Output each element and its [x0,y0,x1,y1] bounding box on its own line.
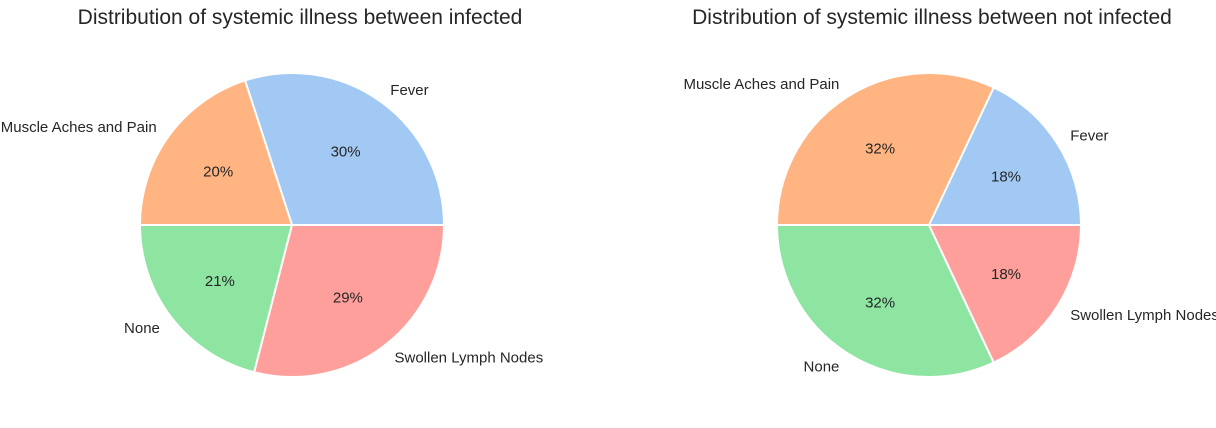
pie-not-infected-label-fever: Fever [1070,128,1108,145]
pie-not-infected-slice-muscle-aches-and-pain [776,72,995,226]
pie-not-infected-pct-swollen-lymph-nodes: 18% [991,266,1021,283]
pie-not-infected-pct-fever: 18% [991,168,1021,185]
pie-infected-pct-fever: 30% [331,143,361,160]
pie-not-infected-label-swollen-lymph-nodes: Swollen Lymph Nodes [1070,307,1216,324]
pie-infected-slice-swollen-lymph-nodes [253,224,445,378]
pie-infected-slice-fever [244,72,445,226]
pie-infected-pct-swollen-lymph-nodes: 29% [333,289,363,306]
pie-infected-pct-none: 21% [205,273,235,290]
pie-not-infected-slice-swollen-lymph-nodes [928,224,1082,364]
pie-not-infected-slice-none [776,224,995,378]
pie-not-infected-pct-none: 32% [865,294,895,311]
pie-not-infected-pct-muscle-aches-and-pain: 32% [865,140,895,157]
pie-infected-slice-none [139,224,293,374]
pie-not-infected-slice-fever [928,86,1082,226]
pie-infected-label-muscle-aches-and-pain: Muscle Aches and Pain [1,119,157,136]
pie-infected-slice-muscle-aches-and-pain [139,79,293,226]
chart-title-not-infected: Distribution of systemic illness between… [692,6,1172,29]
pie-not-infected-label-muscle-aches-and-pain: Muscle Aches and Pain [683,76,839,93]
pie-infected-label-none: None [124,320,160,337]
pie-infected-pct-muscle-aches-and-pain: 20% [203,164,233,181]
chart-title-infected: Distribution of systemic illness between… [77,6,523,29]
pie-not-infected-label-none: None [804,358,840,375]
pie-infected-label-fever: Fever [390,82,428,99]
pie-infected-label-swollen-lymph-nodes: Swollen Lymph Nodes [395,349,544,366]
